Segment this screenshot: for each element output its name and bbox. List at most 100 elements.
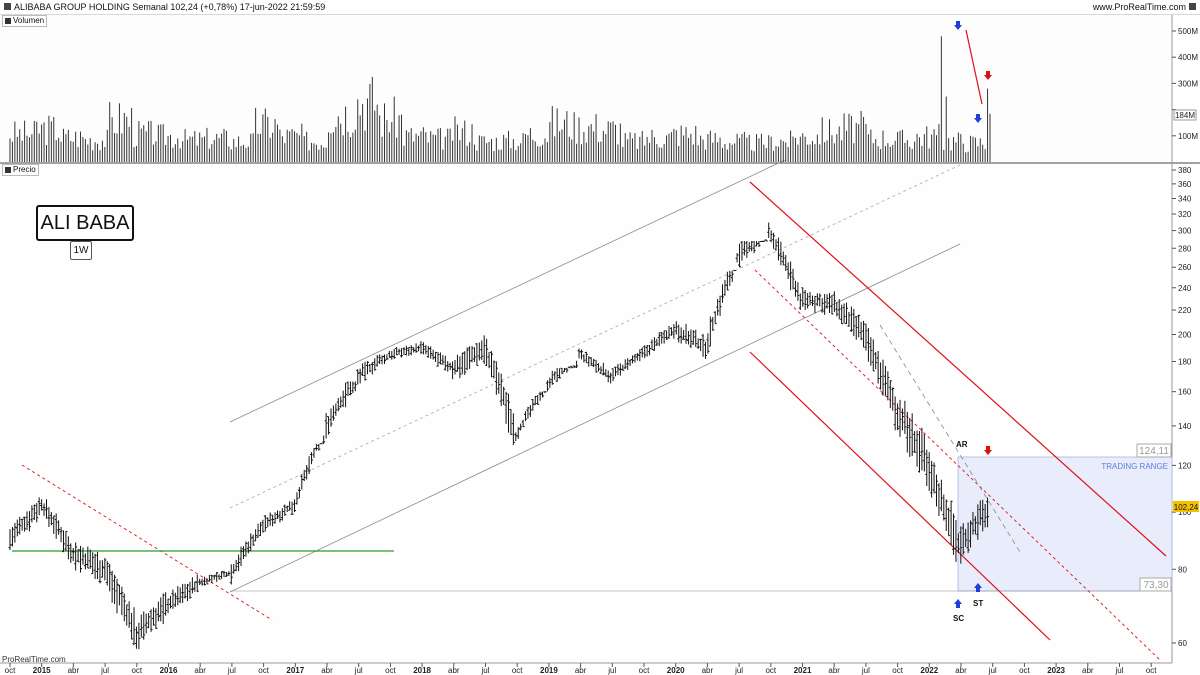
- downtrend-upper-line[interactable]: [749, 181, 1167, 557]
- event-label-ar: AR: [956, 440, 968, 449]
- volume-tick-label: 100M: [1178, 132, 1198, 141]
- svg-text:124,11: 124,11: [1139, 446, 1169, 457]
- time-tick-label: oct: [892, 666, 903, 675]
- time-tick-label: jul: [354, 666, 363, 675]
- event-label-st: ST: [973, 599, 983, 608]
- time-tick-label: oct: [1019, 666, 1030, 675]
- time-tick-label: jul: [227, 666, 236, 675]
- brand-label: ProRealTime.com: [2, 655, 66, 664]
- price-tick-label: 80: [1178, 565, 1187, 574]
- time-tick-label: 2017: [286, 666, 304, 675]
- time-tick-label: 2016: [160, 666, 178, 675]
- price-tick-label: 160: [1178, 388, 1192, 397]
- price-arrow-red[interactable]: [984, 446, 992, 455]
- trading-range-label: TRADING RANGE: [1101, 462, 1168, 471]
- time-tick-label: jul: [861, 666, 870, 675]
- instrument-title: ALIBABA GROUP HOLDING Semanal 102,24 (+0…: [14, 2, 326, 12]
- price-tick-label: 180: [1178, 357, 1192, 366]
- downtrend-lower-line[interactable]: [749, 351, 1051, 641]
- volume-tick-label: 300M: [1178, 79, 1198, 88]
- current-price-tag: 102,24: [1173, 501, 1199, 512]
- timeframe-box[interactable]: 1W: [70, 241, 92, 260]
- time-tick-label: 2015: [33, 666, 51, 675]
- volume-tick-label: 500M: [1178, 27, 1198, 36]
- volume-axis-ticks: 100M 300M 400M 500M: [1172, 27, 1198, 141]
- time-tick-label: 2018: [413, 666, 431, 675]
- time-tick-label: oct: [1146, 666, 1157, 675]
- price-bars: [8, 222, 990, 650]
- time-tick-label: oct: [131, 666, 142, 675]
- volume-arrow-blue-2[interactable]: [974, 114, 982, 123]
- time-tick-label: oct: [765, 666, 776, 675]
- time-tick-label: jul: [1114, 666, 1123, 675]
- price-tick-label: 220: [1178, 306, 1192, 315]
- time-tick-label: 2023: [1047, 666, 1065, 675]
- upper-channel-line[interactable]: [229, 159, 786, 423]
- event-label-sc: SC: [953, 614, 964, 623]
- price-tick-label: 100: [1178, 508, 1192, 517]
- time-tick-label: oct: [639, 666, 650, 675]
- volume-bars: [9, 36, 991, 162]
- website-label: www.ProRealTime.com: [1092, 2, 1186, 12]
- volume-arrow-red[interactable]: [984, 71, 992, 80]
- price-tick-label: 140: [1178, 422, 1192, 431]
- window-menu-icon[interactable]: [1189, 3, 1196, 10]
- instrument-name-box[interactable]: ALI BABA: [36, 205, 134, 241]
- time-tick-label: oct: [512, 666, 523, 675]
- volume-current-tag: 184M: [1173, 109, 1197, 121]
- price-tick-label: 200: [1178, 330, 1192, 339]
- time-tick-label: jul: [480, 666, 489, 675]
- volume-trend-line[interactable]: [965, 29, 983, 105]
- time-tick-label: abr: [194, 666, 206, 675]
- volume-tick-label: 400M: [1178, 53, 1198, 62]
- early-downtrend-line[interactable]: [21, 464, 273, 621]
- svg-text:184M: 184M: [1175, 111, 1195, 120]
- time-tick-label: 2021: [794, 666, 812, 675]
- time-axis-ticks: oct 2015 abr jul oct 2016 abr jul oct 2017 abr jul o…: [5, 663, 1157, 675]
- price-tick-label: 280: [1178, 244, 1192, 253]
- volume-pane-label[interactable]: Volumen: [2, 15, 48, 27]
- st-arrow-blue[interactable]: [974, 583, 982, 592]
- svg-text:73,30: 73,30: [1143, 580, 1168, 591]
- time-tick-label: 2020: [667, 666, 685, 675]
- time-tick-label: jul: [734, 666, 743, 675]
- time-tick-label: oct: [5, 666, 16, 675]
- price-tick-label: 300: [1178, 227, 1192, 236]
- time-tick-label: oct: [385, 666, 396, 675]
- downtrend-midline[interactable]: [754, 269, 1161, 661]
- price-tick-label: 260: [1178, 263, 1192, 272]
- time-tick-label: abr: [448, 666, 460, 675]
- time-tick-label: 2022: [920, 666, 938, 675]
- price-tick-label: 320: [1178, 210, 1192, 219]
- chart-type-icon[interactable]: [4, 3, 11, 10]
- volume-pane: [0, 15, 1172, 162]
- time-tick-label: jul: [607, 666, 616, 675]
- time-tick-label: 2019: [540, 666, 558, 675]
- time-tick-label: abr: [1082, 666, 1094, 675]
- price-tick-label: 60: [1178, 639, 1187, 648]
- time-tick-label: abr: [828, 666, 840, 675]
- time-tick-label: oct: [258, 666, 269, 675]
- price-tick-label: 240: [1178, 284, 1192, 293]
- time-tick-label: abr: [321, 666, 333, 675]
- time-tick-label: abr: [575, 666, 587, 675]
- range-low-tag: 73,30: [1139, 577, 1172, 592]
- time-tick-label: jul: [988, 666, 997, 675]
- price-tick-label: 340: [1178, 195, 1192, 204]
- time-tick-label: abr: [955, 666, 967, 675]
- time-tick-label: abr: [68, 666, 80, 675]
- lower-channel-line[interactable]: [229, 243, 961, 593]
- channel-midline[interactable]: [229, 164, 961, 509]
- volume-arrow-blue-1[interactable]: [954, 21, 962, 30]
- trading-range-zone[interactable]: [957, 456, 1173, 592]
- time-tick-label: jul: [100, 666, 109, 675]
- range-high-tag: 124,11: [1136, 443, 1172, 458]
- time-tick-label: abr: [702, 666, 714, 675]
- svg-text:102,24: 102,24: [1174, 503, 1199, 512]
- chart-header: ALIBABA GROUP HOLDING Semanal 102,24 (+0…: [0, 0, 1200, 15]
- price-tick-label: 120: [1178, 461, 1192, 470]
- sc-arrow-blue[interactable]: [954, 599, 962, 608]
- price-pane-label[interactable]: Precio: [2, 164, 39, 176]
- price-axis-ticks: 60 80 100 120 140 160 180 200 220 240 260 280 300 320…: [1172, 166, 1192, 648]
